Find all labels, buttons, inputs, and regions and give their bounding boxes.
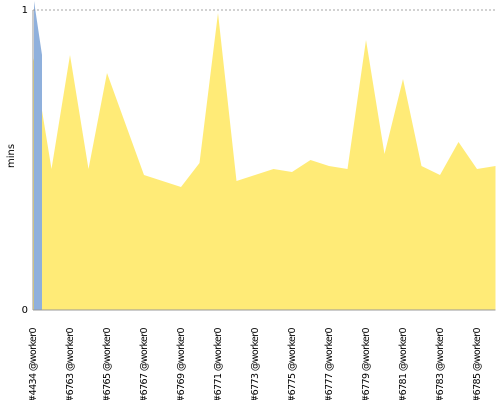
- y-tick-label: 1: [22, 5, 28, 16]
- x-tick-label: #6785 @worker0: [472, 327, 483, 400]
- x-tick-label: #6773 @worker0: [250, 327, 261, 400]
- x-tick-label: #6779 @worker0: [361, 327, 372, 400]
- area: [34, 1, 42, 310]
- x-tick-label: #6765 @worker0: [102, 327, 113, 400]
- x-tick-label: #6775 @worker0: [287, 327, 298, 400]
- x-tick-label: #6769 @worker0: [176, 327, 187, 400]
- y-tick-label: 0: [22, 305, 28, 316]
- x-tick-label: #6767 @worker0: [139, 327, 150, 400]
- y-axis-label: mins: [6, 144, 17, 168]
- x-tick-label: #6777 @worker0: [324, 327, 335, 400]
- x-tick-label: #6771 @worker0: [213, 327, 224, 400]
- x-tick-label: #6783 @worker0: [435, 327, 446, 400]
- x-tick-label: #4434 @worker0: [28, 327, 39, 400]
- x-tick-label: #6763 @worker0: [65, 327, 76, 400]
- x-tick-label: #6781 @worker0: [398, 327, 409, 400]
- area: [33, 13, 496, 310]
